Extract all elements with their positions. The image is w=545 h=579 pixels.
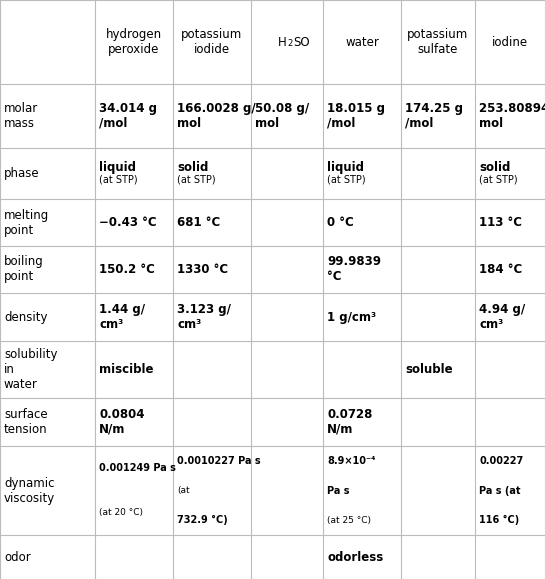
Text: 113 °C: 113 °C [479,216,522,229]
Text: phase: phase [4,167,40,180]
Text: 681 °C: 681 °C [177,216,220,229]
Text: 0.001249 Pa s: 0.001249 Pa s [99,463,176,474]
Text: 1 g/cm³: 1 g/cm³ [327,310,376,324]
Text: molar
mass: molar mass [4,102,38,130]
Text: potassium
iodide: potassium iodide [181,28,243,56]
Text: Pa s: Pa s [327,486,349,496]
Text: miscible: miscible [99,363,154,376]
Text: (at 20 °C): (at 20 °C) [99,508,143,517]
Text: 116 °C): 116 °C) [479,515,519,525]
Text: 0.0804
N/m: 0.0804 N/m [99,408,144,436]
Text: (at STP): (at STP) [177,175,216,185]
Text: iodine: iodine [492,35,528,49]
Text: 253.80894 g/
mol: 253.80894 g/ mol [479,102,545,130]
Text: 174.25 g
/mol: 174.25 g /mol [405,102,463,130]
Text: 0.0728
N/m: 0.0728 N/m [327,408,372,436]
Text: 0 °C: 0 °C [327,216,354,229]
Text: soluble: soluble [405,363,453,376]
Text: H: H [278,35,287,49]
Text: (at STP): (at STP) [327,175,366,185]
Text: boiling
point: boiling point [4,255,44,283]
Text: water: water [345,35,379,49]
Text: solid: solid [177,161,208,174]
Text: solid: solid [479,161,510,174]
Text: 3.123 g/
cm³: 3.123 g/ cm³ [177,303,231,331]
Text: (at STP): (at STP) [99,175,138,185]
Text: 50.08 g/
mol: 50.08 g/ mol [255,102,309,130]
Text: 166.0028 g/
mol: 166.0028 g/ mol [177,102,256,130]
Text: 18.015 g
/mol: 18.015 g /mol [327,102,385,130]
Text: 0.00227: 0.00227 [479,456,523,466]
Text: 8.9×10⁻⁴: 8.9×10⁻⁴ [327,456,376,466]
Text: −0.43 °C: −0.43 °C [99,216,156,229]
Text: 0.0010227 Pa s: 0.0010227 Pa s [177,456,261,466]
Text: 732.9 °C): 732.9 °C) [177,515,228,525]
Text: solubility
in
water: solubility in water [4,348,58,391]
Text: density: density [4,310,47,324]
Text: 150.2 °C: 150.2 °C [99,263,155,276]
Text: 1.44 g/
cm³: 1.44 g/ cm³ [99,303,145,331]
Text: melting
point: melting point [4,208,49,237]
Text: hydrogen
peroxide: hydrogen peroxide [106,28,162,56]
Text: 184 °C: 184 °C [479,263,522,276]
Text: (at: (at [177,486,190,495]
Text: (at 25 °C): (at 25 °C) [327,516,371,525]
Text: 1330 °C: 1330 °C [177,263,228,276]
Text: odorless: odorless [327,551,383,563]
Text: potassium
sulfate: potassium sulfate [407,28,469,56]
Text: 2: 2 [287,39,292,48]
Text: Pa s (at: Pa s (at [479,486,520,496]
Text: liquid: liquid [327,161,364,174]
Text: odor: odor [4,551,31,563]
Text: dynamic
viscosity: dynamic viscosity [4,477,55,505]
Text: (at STP): (at STP) [479,175,518,185]
Text: surface
tension: surface tension [4,408,47,436]
Text: SO: SO [293,35,310,49]
Text: 99.9839
°C: 99.9839 °C [327,255,381,283]
Text: 34.014 g
/mol: 34.014 g /mol [99,102,157,130]
Text: 4.94 g/
cm³: 4.94 g/ cm³ [479,303,525,331]
Text: liquid: liquid [99,161,136,174]
